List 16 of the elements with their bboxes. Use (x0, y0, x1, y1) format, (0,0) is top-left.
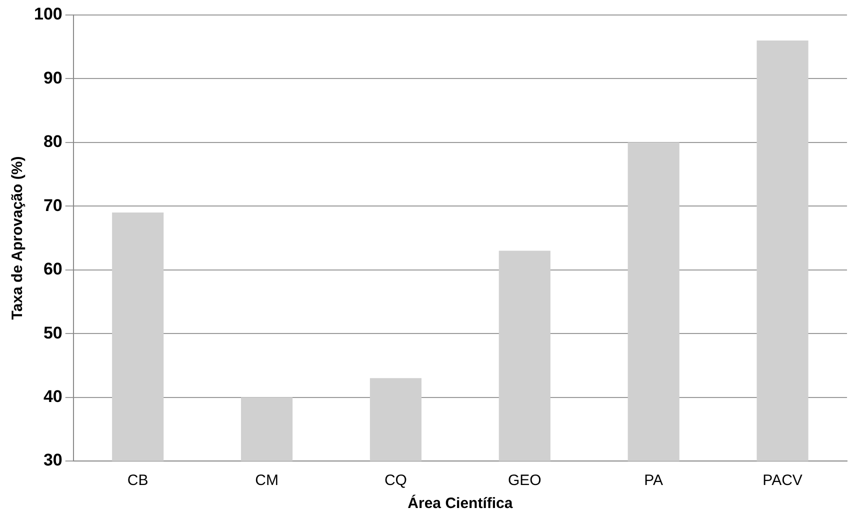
x-tick-label: PA (644, 472, 664, 490)
y-tick-label: 50 (43, 323, 62, 342)
y-tick-label: 80 (43, 132, 62, 152)
x-tick-label: PACV (762, 472, 802, 490)
y-tick-label: 40 (43, 386, 62, 406)
x-tick-label: CB (127, 472, 148, 490)
x-axis-title: Área Científica (408, 494, 514, 512)
x-tick-label: CM (255, 472, 278, 490)
y-axis-title: Taxa de Aprovação (%) (9, 156, 26, 320)
y-tick-label: 70 (43, 196, 62, 215)
x-tick-label: GEO (508, 472, 542, 490)
y-tick-label: 30 (43, 450, 62, 470)
y-tick-label: 90 (43, 68, 62, 88)
x-tick-label: CQ (384, 472, 407, 490)
y-tick-label: 100 (34, 4, 62, 24)
y-tick-label: 60 (43, 260, 62, 279)
